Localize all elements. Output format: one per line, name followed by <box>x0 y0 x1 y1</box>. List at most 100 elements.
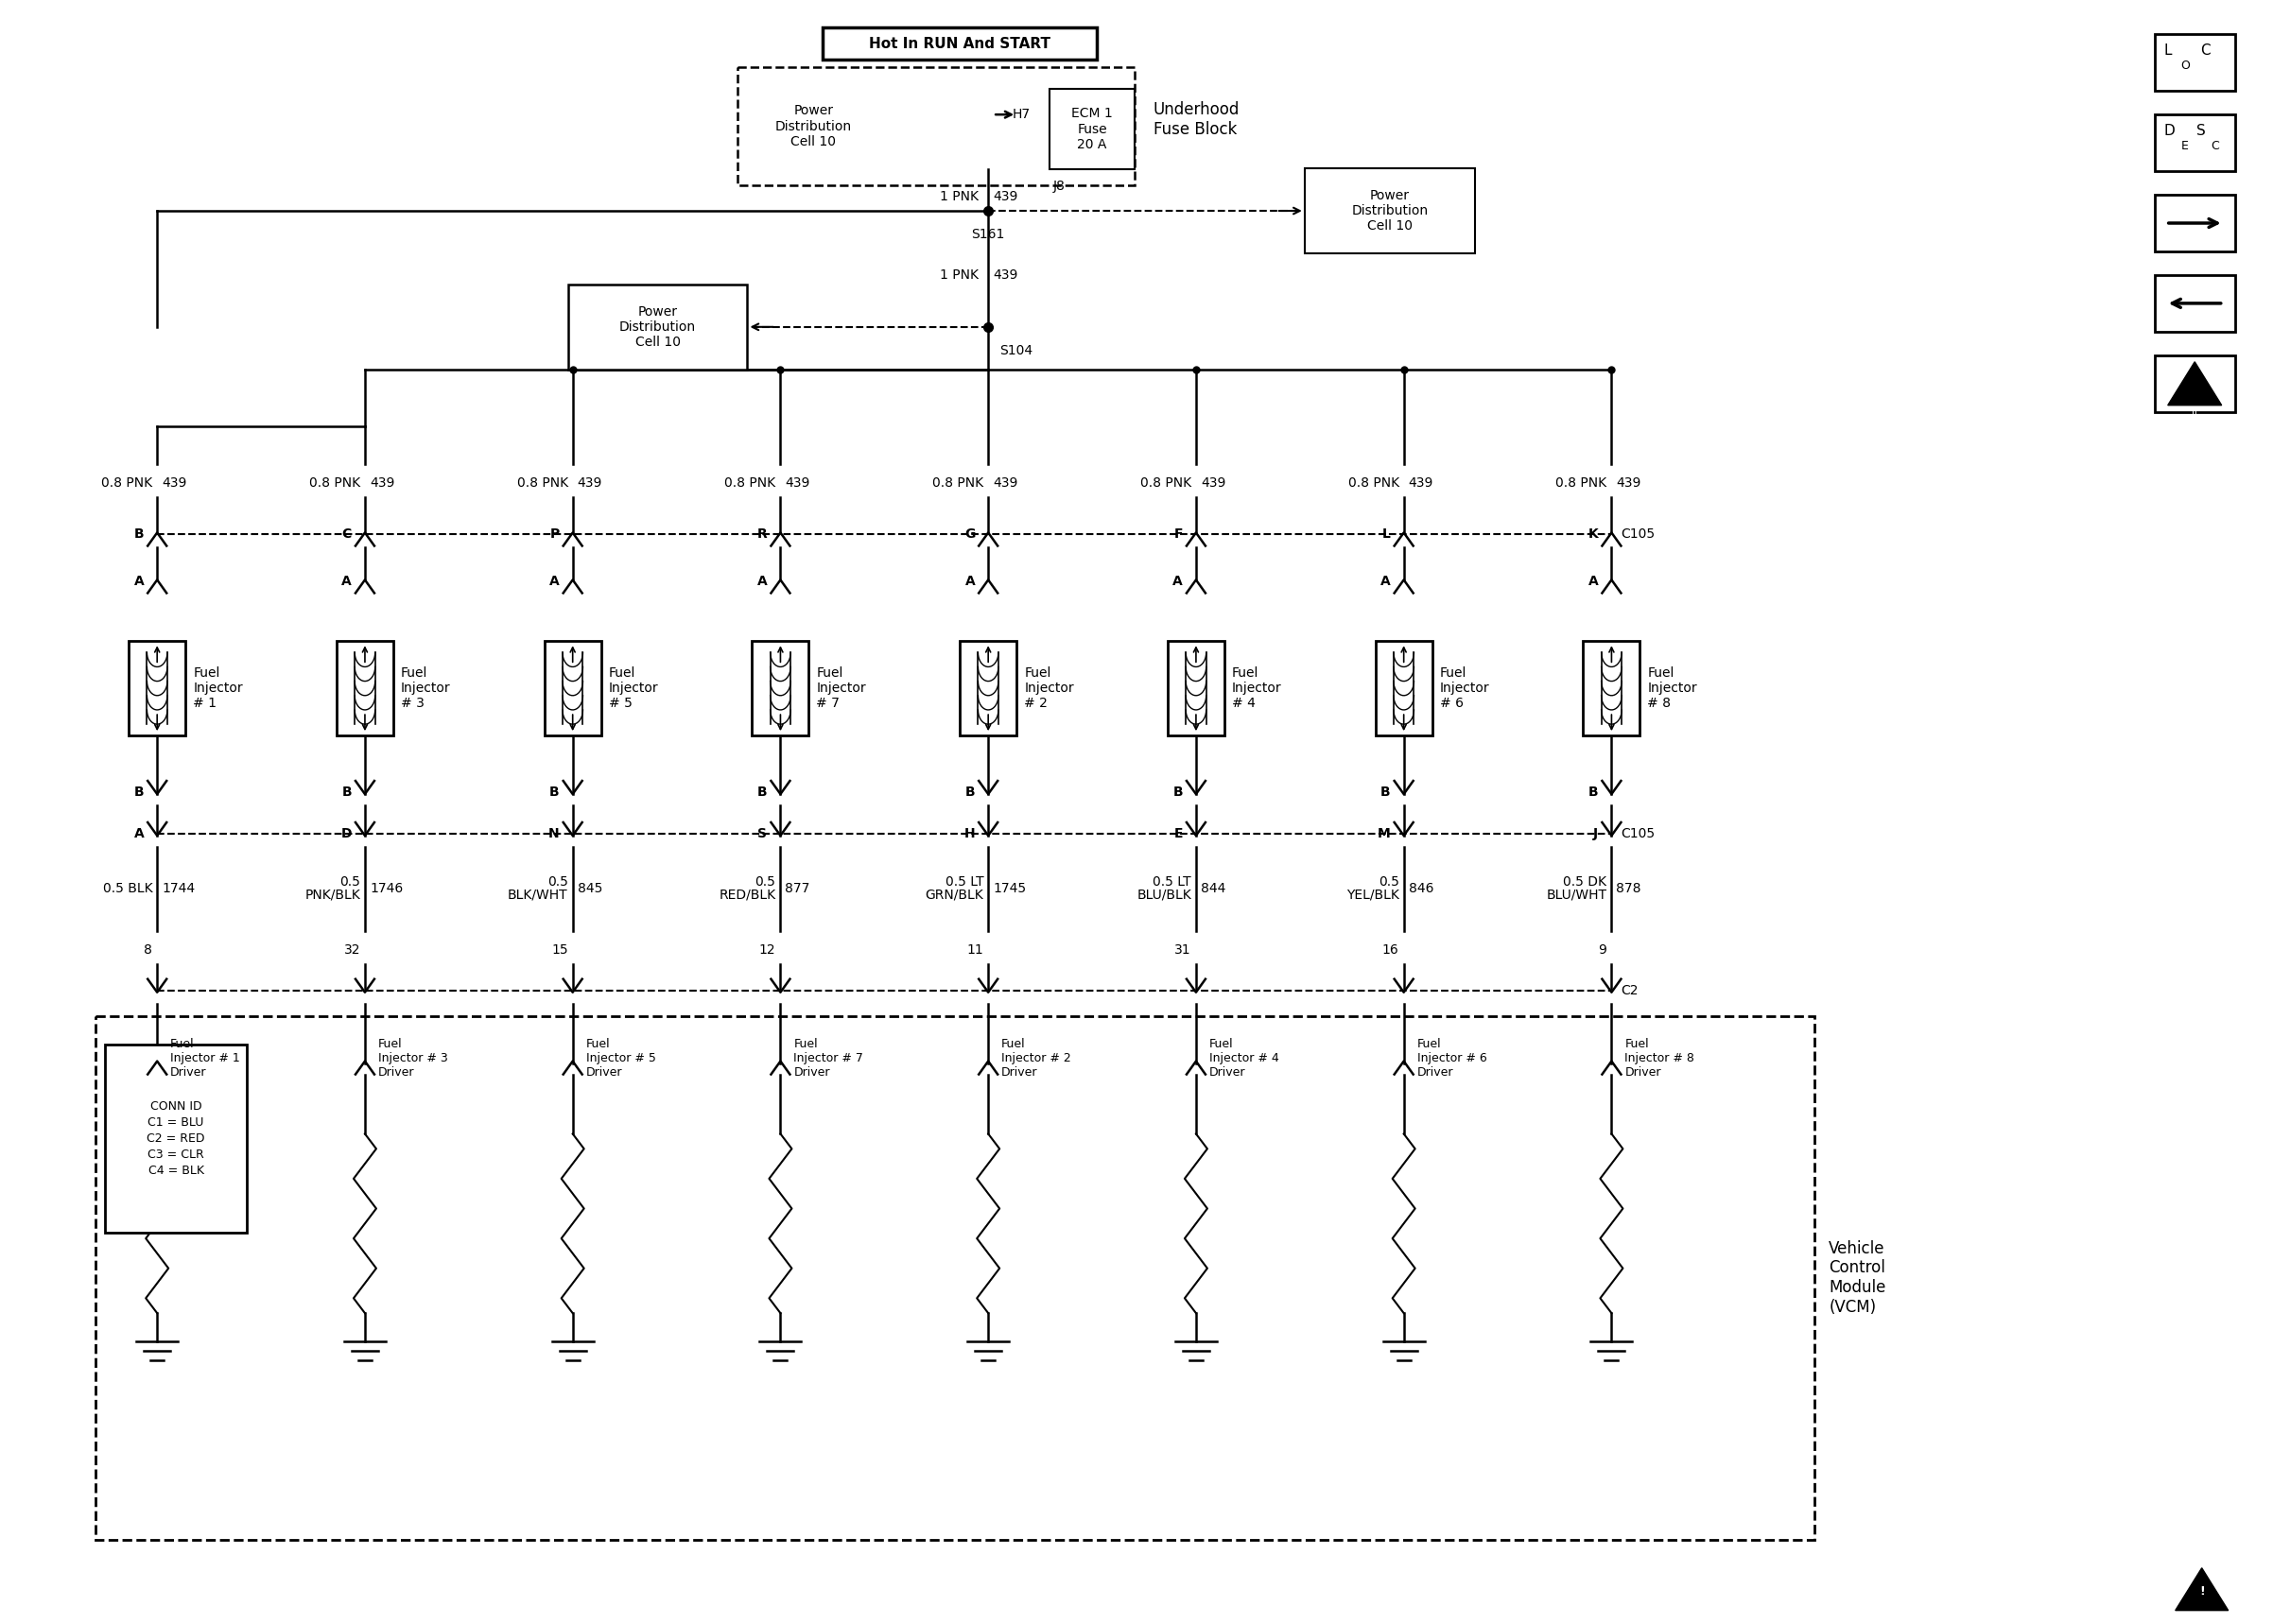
Text: 846: 846 <box>1409 882 1434 895</box>
Text: Fuel
Injector
# 5: Fuel Injector # 5 <box>609 666 659 710</box>
Text: 878: 878 <box>1616 882 1641 895</box>
Text: 12: 12 <box>759 944 775 957</box>
Text: A: A <box>1380 575 1391 588</box>
Text: Fuel
Injector # 5
Driver: Fuel Injector # 5 Driver <box>586 1038 655 1078</box>
Bar <box>1584 641 1639 736</box>
Text: B: B <box>134 786 143 799</box>
Text: 1744: 1744 <box>161 882 195 895</box>
Text: !: ! <box>2198 1585 2205 1598</box>
Text: H7: H7 <box>1011 107 1030 122</box>
Text: ECM 1
Fuse
20 A: ECM 1 Fuse 20 A <box>1071 107 1114 151</box>
Text: 439: 439 <box>1616 476 1641 489</box>
Text: B: B <box>757 786 768 799</box>
Text: 845: 845 <box>577 882 602 895</box>
Text: Power
Distribution
Cell 10: Power Distribution Cell 10 <box>618 305 696 349</box>
Text: Fuel
Injector # 7
Driver: Fuel Injector # 7 Driver <box>793 1038 864 1078</box>
Text: R: R <box>757 528 768 541</box>
Bar <box>2155 274 2234 331</box>
Text: S: S <box>757 827 768 840</box>
Text: 0.5
YEL/BLK: 0.5 YEL/BLK <box>1346 875 1400 901</box>
Text: S161: S161 <box>971 227 1005 240</box>
Text: 0.8 PNK: 0.8 PNK <box>1141 476 1191 489</box>
Text: 1 PNK: 1 PNK <box>941 268 980 281</box>
Text: 439: 439 <box>1409 476 1434 489</box>
Text: 439: 439 <box>161 476 186 489</box>
Text: S104: S104 <box>1000 344 1032 357</box>
Text: B: B <box>1589 786 1598 799</box>
Text: 0.8 PNK: 0.8 PNK <box>932 476 984 489</box>
Text: 439: 439 <box>784 476 809 489</box>
Text: A: A <box>134 575 143 588</box>
Text: A: A <box>341 575 352 588</box>
Text: C105: C105 <box>1621 827 1655 840</box>
Text: 0.5 LT
BLU/BLK: 0.5 LT BLU/BLK <box>1136 875 1191 901</box>
Text: F: F <box>1173 528 1182 541</box>
Text: A: A <box>964 575 975 588</box>
Text: O: O <box>2182 60 2191 71</box>
Text: J8: J8 <box>1052 180 1066 193</box>
Text: OBD II: OBD II <box>2182 395 2207 404</box>
Text: 1746: 1746 <box>370 882 402 895</box>
Bar <box>1305 169 1475 253</box>
Text: Fuel
Injector # 6
Driver: Fuel Injector # 6 Driver <box>1416 1038 1487 1078</box>
Bar <box>336 641 393 736</box>
Text: 32: 32 <box>343 944 359 957</box>
Bar <box>2155 356 2234 412</box>
Text: B: B <box>341 786 352 799</box>
Polygon shape <box>2175 1567 2228 1611</box>
Text: 8: 8 <box>143 944 152 957</box>
Text: B: B <box>1380 786 1391 799</box>
Text: A: A <box>1173 575 1182 588</box>
Text: Fuel
Injector
# 8: Fuel Injector # 8 <box>1648 666 1698 710</box>
Bar <box>739 67 1134 185</box>
Text: 9: 9 <box>1598 944 1607 957</box>
Text: H: H <box>964 827 975 840</box>
Text: D: D <box>2164 123 2175 138</box>
Text: N: N <box>548 827 559 840</box>
Text: 0.5
PNK/BLK: 0.5 PNK/BLK <box>305 875 359 901</box>
Text: 0.8 PNK: 0.8 PNK <box>1555 476 1607 489</box>
Text: 0.8 PNK: 0.8 PNK <box>102 476 152 489</box>
Text: Fuel
Injector
# 1: Fuel Injector # 1 <box>193 666 243 710</box>
Bar <box>959 641 1016 736</box>
Text: C2: C2 <box>1621 984 1639 997</box>
Text: 439: 439 <box>1200 476 1225 489</box>
Text: A: A <box>1589 575 1598 588</box>
Text: B: B <box>550 786 559 799</box>
Text: Hot In RUN And START: Hot In RUN And START <box>868 37 1050 50</box>
Text: 0.5 DK
BLU/WHT: 0.5 DK BLU/WHT <box>1546 875 1607 901</box>
Text: C: C <box>341 528 352 541</box>
Bar <box>752 641 809 736</box>
Text: Fuel
Injector # 1
Driver: Fuel Injector # 1 Driver <box>170 1038 241 1078</box>
Bar <box>2155 34 2234 91</box>
Bar <box>543 641 600 736</box>
Text: L: L <box>1382 528 1391 541</box>
Text: J: J <box>1593 827 1598 840</box>
Text: S: S <box>2196 123 2205 138</box>
Text: 0.5 BLK: 0.5 BLK <box>102 882 152 895</box>
Text: CONN ID
C1 = BLU
C2 = RED
C3 = CLR
C4 = BLK: CONN ID C1 = BLU C2 = RED C3 = CLR C4 = … <box>148 1099 205 1177</box>
Bar <box>130 641 186 736</box>
Text: A: A <box>757 575 768 588</box>
Text: Fuel
Injector
# 2: Fuel Injector # 2 <box>1025 666 1073 710</box>
Text: B: B <box>134 528 143 541</box>
Text: B: B <box>1173 786 1182 799</box>
Text: Underhood
Fuse Block: Underhood Fuse Block <box>1152 101 1239 138</box>
Text: M: M <box>1377 827 1391 840</box>
Text: Power
Distribution
Cell 10: Power Distribution Cell 10 <box>775 104 852 148</box>
Text: 0.8 PNK: 0.8 PNK <box>309 476 359 489</box>
Text: 0.8 PNK: 0.8 PNK <box>1348 476 1400 489</box>
Text: 439: 439 <box>993 268 1018 281</box>
Text: 1745: 1745 <box>993 882 1025 895</box>
Text: 0.5 LT
GRN/BLK: 0.5 LT GRN/BLK <box>925 875 984 901</box>
Text: 31: 31 <box>1175 944 1191 957</box>
Text: Fuel
Injector # 8
Driver: Fuel Injector # 8 Driver <box>1625 1038 1696 1078</box>
Text: 439: 439 <box>577 476 602 489</box>
Bar <box>1375 641 1432 736</box>
Bar <box>823 28 1098 60</box>
Text: 439: 439 <box>993 190 1018 203</box>
Text: C105: C105 <box>1621 528 1655 541</box>
Text: 0.5
RED/BLK: 0.5 RED/BLK <box>718 875 775 901</box>
Text: 0.5
BLK/WHT: 0.5 BLK/WHT <box>507 875 568 901</box>
Text: Fuel
Injector
# 6: Fuel Injector # 6 <box>1439 666 1489 710</box>
